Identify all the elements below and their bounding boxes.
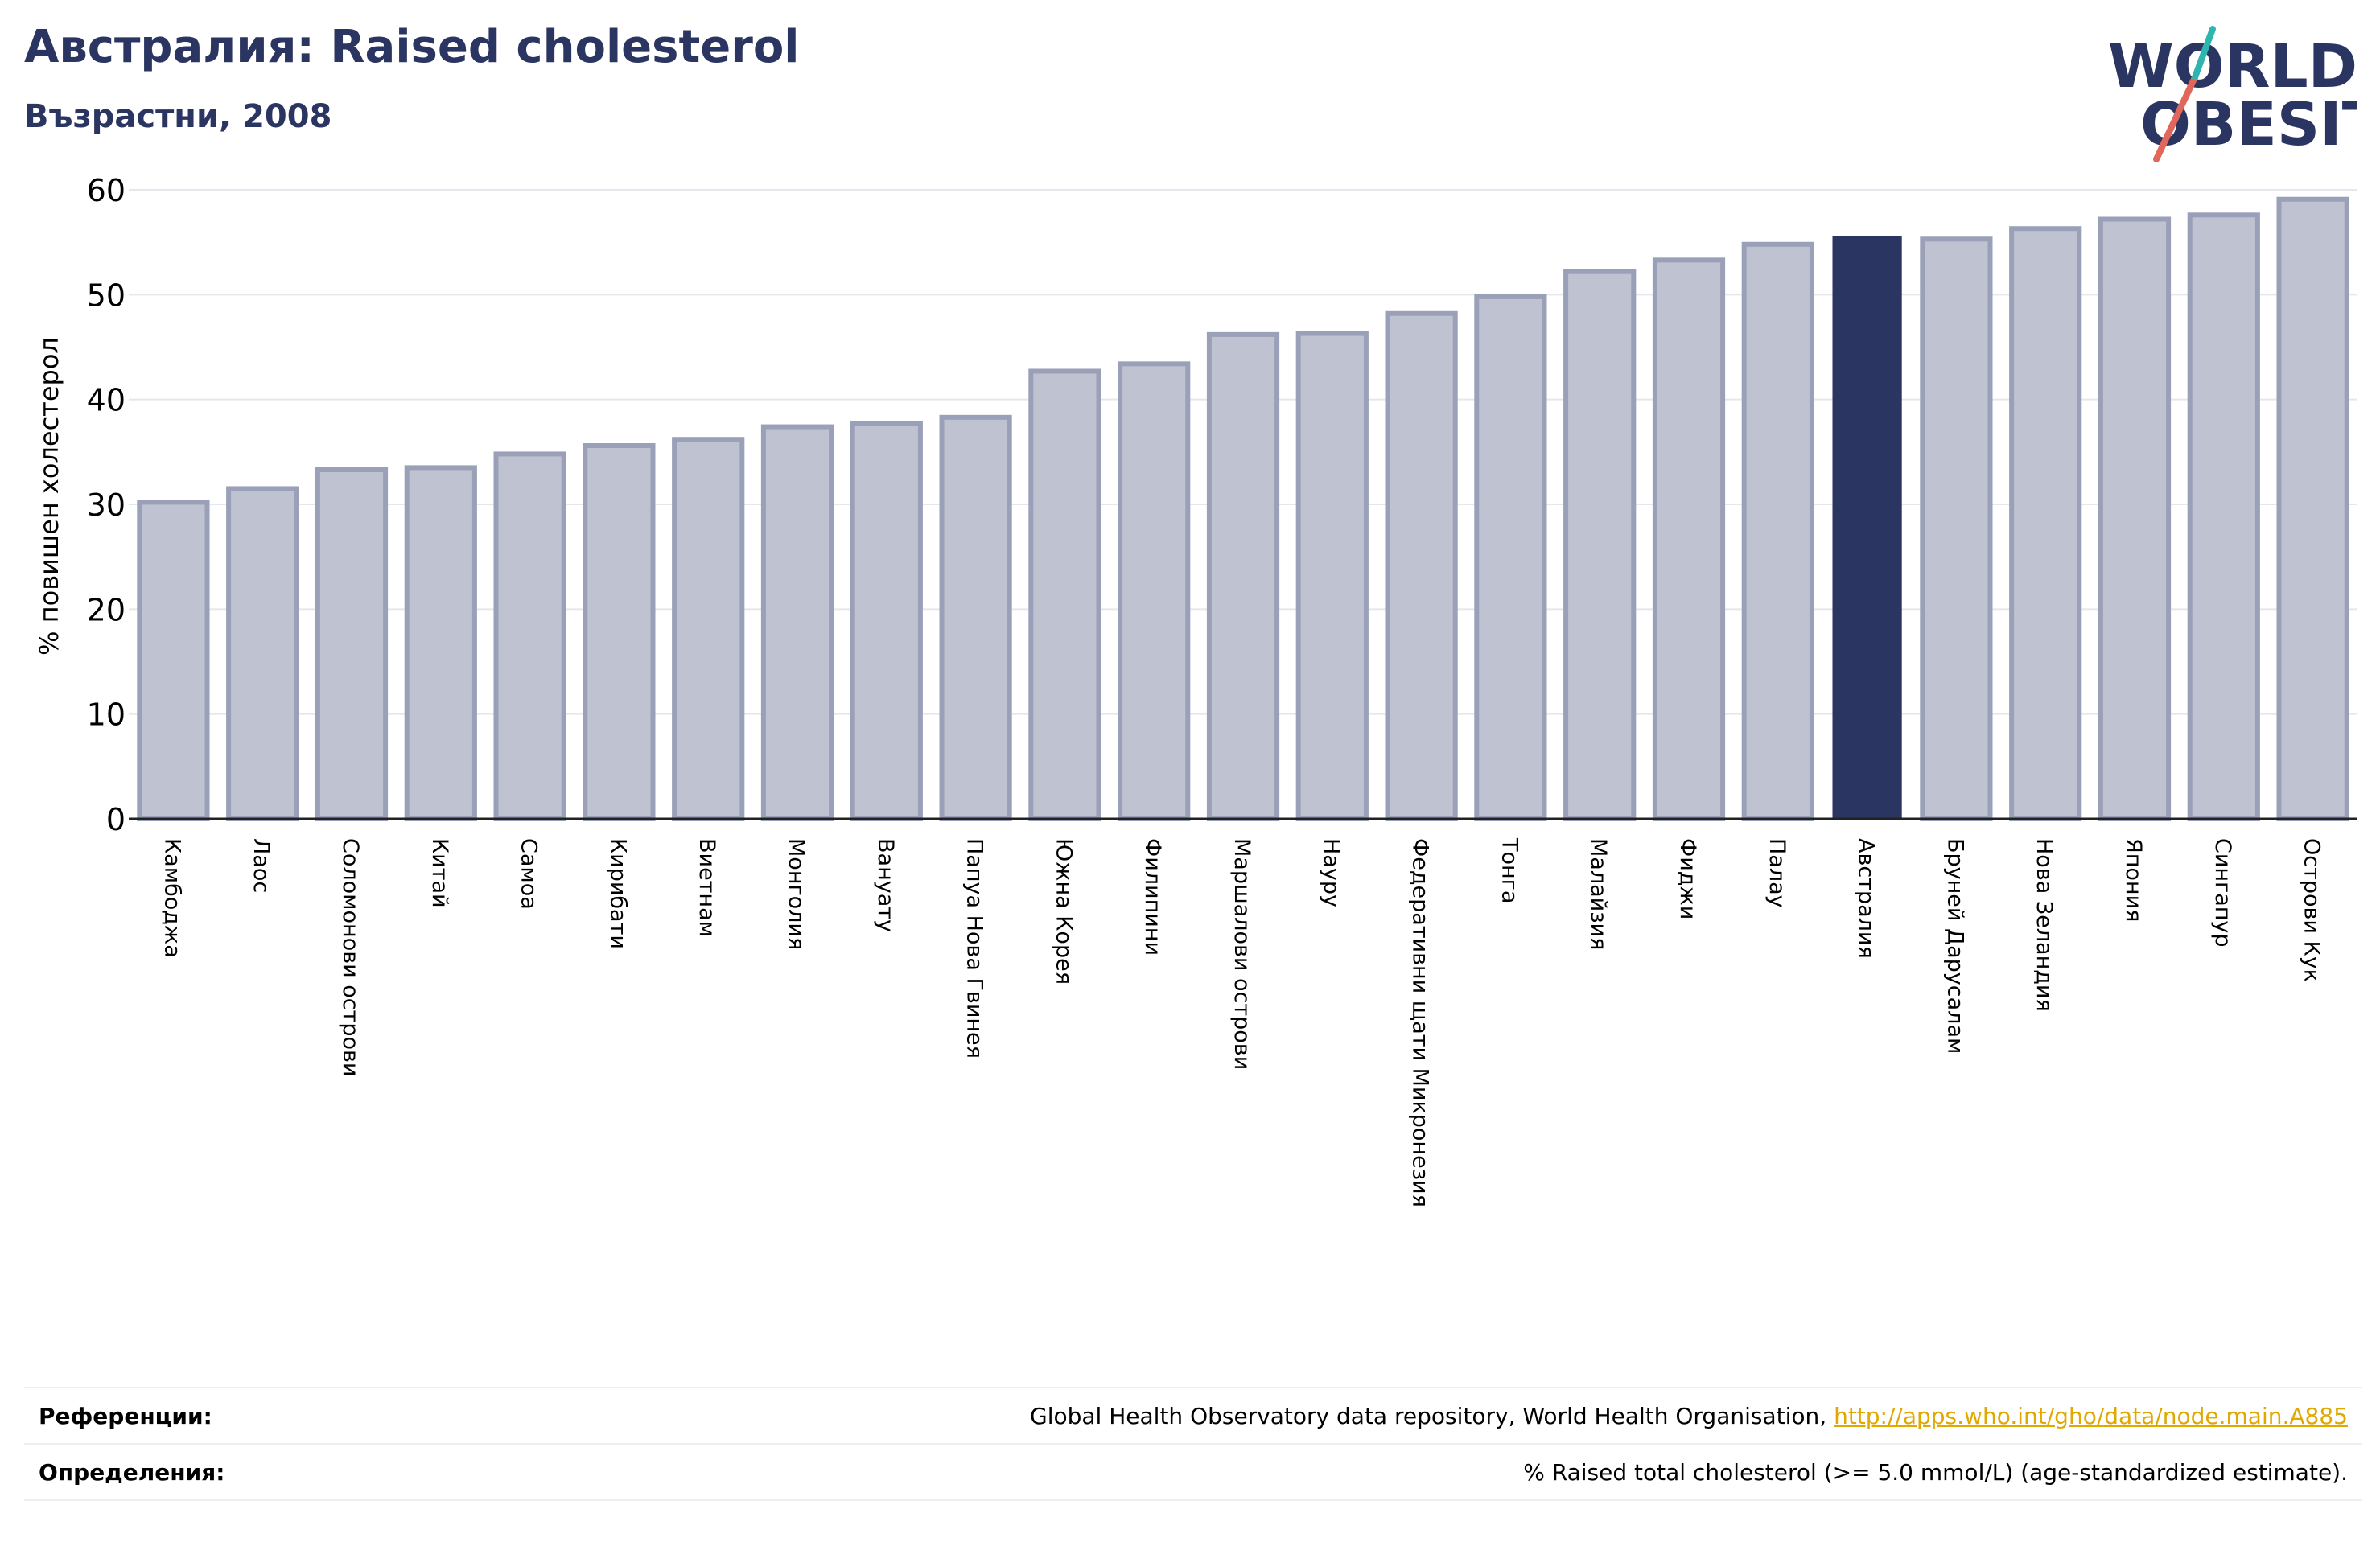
references-row: Референции: Global Health Observatory da…	[24, 1387, 2362, 1443]
footer-divider	[24, 1499, 2362, 1501]
y-tick-label: 60	[87, 173, 126, 208]
x-tick-label: Соломонови острови	[338, 838, 363, 1076]
x-tick-label: Вануату	[873, 838, 898, 932]
bar	[404, 465, 477, 822]
y-tick-label: 40	[87, 383, 126, 418]
y-axis-title: % повишен холестерол	[34, 337, 64, 656]
definitions-text: % Raised total cholesterol (>= 5.0 mmol/…	[1523, 1458, 2348, 1486]
chart-subtitle: Възрастни, 2008	[24, 98, 332, 135]
x-tick-label: Маршалови острови	[1229, 838, 1254, 1070]
references-label: Референции:	[39, 1402, 212, 1429]
definitions-row: Определения: % Raised total cholesterol …	[24, 1443, 2362, 1499]
bar	[583, 443, 656, 821]
x-tick-label: Филипини	[1140, 838, 1165, 956]
x-tick-label: Камбоджа	[159, 838, 184, 958]
chart-title: Австралия: Raised cholesterol	[24, 21, 800, 73]
bar	[315, 467, 389, 821]
definitions-label: Определения:	[39, 1458, 225, 1486]
bar	[1206, 331, 1280, 821]
bar	[1028, 368, 1101, 821]
x-tick-label: Сингапур	[2210, 838, 2235, 948]
x-tick-label: Южна Корея	[1051, 838, 1076, 985]
references-link[interactable]: http://apps.who.int/gho/data/node.main.A…	[1834, 1402, 2348, 1429]
x-tick-label: Китай	[427, 838, 452, 908]
bar	[672, 437, 745, 822]
x-tick-label: Япония	[2121, 838, 2146, 922]
bar	[1474, 294, 1547, 821]
bar	[2098, 216, 2172, 821]
bar	[1652, 257, 1726, 822]
bar	[1118, 361, 1191, 821]
x-tick-label: Бруней Дарусалам	[1942, 838, 1967, 1054]
bar	[137, 500, 210, 821]
bar	[2187, 212, 2260, 821]
x-tick-label: Фиджи	[1675, 838, 1700, 919]
x-tick-label: Палау	[1764, 838, 1789, 908]
bar	[850, 421, 923, 821]
bar	[1920, 236, 1993, 821]
y-tick-label: 10	[87, 697, 126, 733]
x-tick-label: Виетнам	[694, 838, 719, 937]
bar	[1741, 241, 1814, 822]
x-tick-label: Австралия	[1854, 838, 1879, 959]
x-tick-label: Тонга	[1497, 837, 1521, 903]
x-tick-label: Лаос	[249, 838, 274, 893]
references-source: Global Health Observatory data repositor…	[1030, 1402, 1827, 1429]
bar-chart: 0 10 20 30 40 50 60 % повишен холестерол Камбодж…	[34, 173, 2357, 1207]
bar	[2276, 196, 2349, 822]
bar	[1295, 331, 1369, 822]
x-tick-label: Малайзия	[1586, 838, 1611, 950]
x-tick-label: Кирибати	[605, 838, 630, 949]
bar	[760, 424, 834, 821]
y-tick-label: 50	[87, 278, 126, 313]
x-tick-label: Федеративни щати Микронезия	[1408, 838, 1433, 1207]
y-tick-label: 20	[87, 592, 126, 627]
bar	[226, 486, 299, 821]
x-tick-label: Нова Зеландия	[2032, 838, 2057, 1012]
x-tick-label: Острови Кук	[2300, 838, 2324, 982]
x-tick-label: Монголия	[784, 838, 809, 950]
y-tick-label: 0	[106, 802, 126, 837]
bar	[1563, 269, 1637, 822]
x-tick-label: Науру	[1319, 838, 1344, 907]
bar	[939, 414, 1012, 821]
y-tick-label: 30	[87, 487, 126, 523]
logo-line2: OBESITY	[2140, 90, 2357, 159]
bar	[1832, 236, 1902, 820]
x-tick-label: Папуа Нова Гвинея	[962, 838, 987, 1059]
x-tick-label: Самоа	[517, 838, 541, 910]
bar	[493, 451, 566, 821]
references-text: Global Health Observatory data repositor…	[1030, 1403, 2362, 1429]
bar	[1385, 310, 1458, 821]
logo-line1: WORLD	[2108, 32, 2357, 101]
bar	[2009, 226, 2082, 821]
world-obesity-logo: WORLD OBESITY	[2108, 26, 2357, 162]
